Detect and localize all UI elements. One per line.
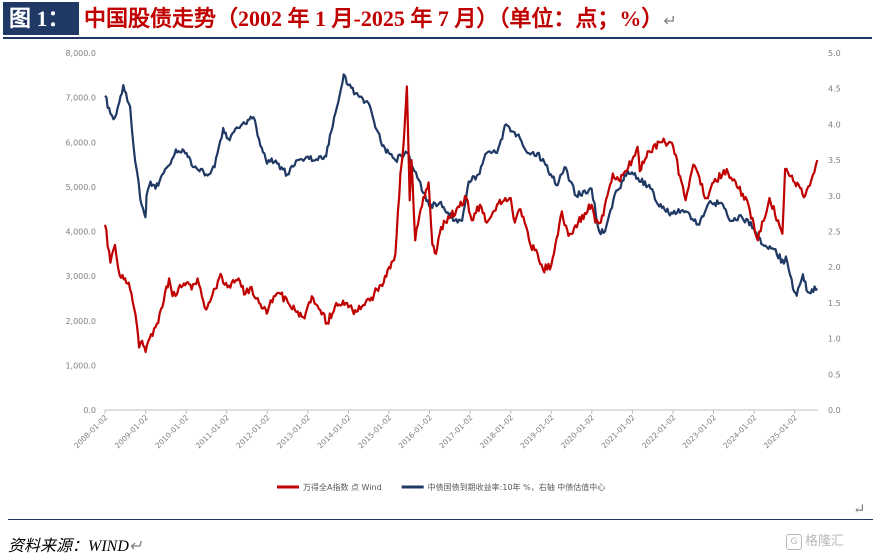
x-tick-label: 2012-01-02	[234, 413, 271, 450]
x-tick-label: 2022-01-02	[640, 413, 677, 450]
figure-header: 图 1： 中国股债走势（2002 年 1 月-2025 年 7 月）（单位：点；…	[0, 0, 875, 39]
y-left-tick-label: 6,000.0	[65, 138, 96, 147]
series-line	[104, 73, 819, 297]
y-left-tick-label: 8,000.0	[65, 49, 96, 58]
y-right-tick-label: 1.0	[828, 335, 841, 344]
x-tick-label: 2021-01-02	[600, 413, 637, 450]
y-axis-right: 0.0 0.5 1.0 1.5 2.0 2.5 3.0 3.5 4.0 4.5 5.0	[828, 49, 841, 415]
y-right-tick-label: 0.5	[828, 370, 841, 379]
x-tick-label: 2010-01-02	[153, 413, 190, 450]
y-right-tick-label: 3.5	[828, 156, 841, 165]
x-axis: 2008-01-02 2009-01-02 2010-01-02 2011-01-02…	[72, 410, 799, 450]
x-tick-label: 2020-01-02	[559, 413, 596, 450]
y-left-tick-label: 0.0	[83, 406, 96, 415]
x-tick-label: 2011-01-02	[194, 413, 231, 450]
y-axis-left: 0.0 1,000.0 2,000.0 3,000.0 4,000.0 5,000.0 6,…	[65, 49, 96, 415]
x-tick-label: 2025-01-02	[762, 413, 799, 450]
header-rule	[3, 37, 872, 39]
y-right-tick-label: 4.5	[828, 85, 841, 94]
x-tick-label: 2009-01-02	[113, 413, 150, 450]
y-left-tick-label: 3,000.0	[65, 272, 96, 281]
x-tick-label: 2019-01-02	[518, 413, 555, 450]
y-left-tick-label: 7,000.0	[65, 94, 96, 103]
source-text: 资料来源：WIND	[8, 538, 129, 555]
y-right-tick-label: 2.5	[828, 228, 841, 237]
watermark: G 格隆汇	[786, 530, 844, 550]
x-tick-label: 2013-01-02	[275, 413, 312, 450]
y-right-tick-label: 2.0	[828, 263, 841, 272]
return-icon: ↵	[663, 13, 677, 30]
x-tick-label: 2014-01-02	[316, 413, 353, 450]
y-left-tick-label: 4,000.0	[65, 228, 96, 237]
y-right-tick-label: 4.0	[828, 120, 841, 129]
x-tick-label: 2016-01-02	[397, 413, 434, 450]
figure-title-text: 中国股债走势（2002 年 1 月-2025 年 7 月）（单位：点；%）	[84, 6, 664, 31]
chart-canvas: 0.0 1,000.0 2,000.0 3,000.0 4,000.0 5,000.0 6,…	[65, 49, 841, 492]
source-note: 资料来源：WIND↵	[8, 532, 142, 556]
legend-label: 万得全A指数 点 Wind	[303, 482, 382, 492]
return-icon: ↵	[853, 500, 866, 518]
plot-lines	[103, 73, 819, 354]
legend-label: 中债国债到期收益率:10年 %，右轴 中债估值中心	[428, 482, 606, 492]
figure-number: 图 1：	[3, 2, 79, 35]
x-tick-label: 2018-01-02	[478, 413, 515, 450]
x-tick-label: 2024-01-02	[721, 413, 758, 450]
x-tick-label: 2008-01-02	[72, 413, 109, 450]
y-right-tick-label: 5.0	[828, 49, 841, 58]
footer-rule	[8, 519, 873, 520]
return-icon: ↵	[128, 538, 143, 555]
legend: 万得全A指数 点 Wind 中债国债到期收益率:10年 %，右轴 中债估值中心	[277, 482, 605, 492]
y-left-tick-label: 5,000.0	[65, 183, 96, 192]
series-line	[103, 85, 819, 354]
watermark-text: 格隆汇	[805, 534, 845, 549]
x-tick-label: 2017-01-02	[437, 413, 474, 450]
watermark-logo-icon: G	[786, 533, 802, 550]
y-left-tick-label: 1,000.0	[65, 361, 96, 370]
y-left-tick-label: 2,000.0	[65, 317, 96, 326]
y-right-tick-label: 1.5	[828, 299, 841, 308]
x-tick-label: 2015-01-02	[356, 413, 393, 450]
y-right-tick-label: 3.0	[828, 192, 841, 201]
x-tick-label: 2023-01-02	[681, 413, 718, 450]
figure-title: 中国股债走势（2002 年 1 月-2025 年 7 月）（单位：点；%）↵	[84, 2, 677, 35]
y-right-tick-label: 0.0	[828, 406, 841, 415]
